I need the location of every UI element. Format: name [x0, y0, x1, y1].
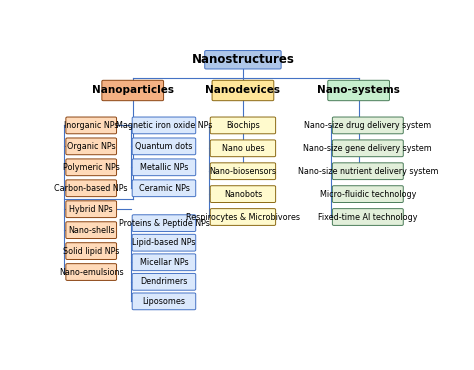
Text: Nano-size drug delivery system: Nano-size drug delivery system — [304, 121, 431, 130]
Text: Nanobots: Nanobots — [224, 189, 262, 199]
Text: Polymeric NPs: Polymeric NPs — [63, 163, 119, 172]
Text: Solid lipid NPs: Solid lipid NPs — [63, 246, 119, 256]
FancyBboxPatch shape — [66, 180, 117, 196]
Text: Micro-fluidic technology: Micro-fluidic technology — [319, 189, 416, 199]
Text: Proteins & Peptide NPs: Proteins & Peptide NPs — [118, 219, 210, 228]
FancyBboxPatch shape — [132, 234, 196, 251]
Text: Respirocytes & Microbivores: Respirocytes & Microbivores — [186, 212, 300, 222]
Text: Ceramic NPs: Ceramic NPs — [138, 184, 190, 193]
FancyBboxPatch shape — [332, 117, 403, 134]
FancyBboxPatch shape — [66, 201, 117, 218]
Text: Nano-systems: Nano-systems — [317, 85, 400, 95]
FancyBboxPatch shape — [66, 138, 117, 155]
Text: Fixed-time AI technology: Fixed-time AI technology — [318, 212, 418, 222]
Text: Nanodevices: Nanodevices — [205, 85, 281, 95]
Text: Biochips: Biochips — [226, 121, 260, 130]
Text: Dendrimers: Dendrimers — [140, 278, 188, 286]
FancyBboxPatch shape — [102, 80, 164, 101]
Text: Hybrid NPs: Hybrid NPs — [69, 205, 113, 214]
Text: Nanoparticles: Nanoparticles — [92, 85, 173, 95]
Text: Nano-biosensors: Nano-biosensors — [210, 167, 276, 176]
Text: Liposomes: Liposomes — [143, 297, 185, 306]
FancyBboxPatch shape — [132, 180, 196, 196]
FancyBboxPatch shape — [132, 138, 196, 155]
FancyBboxPatch shape — [332, 140, 403, 157]
FancyBboxPatch shape — [332, 186, 403, 202]
Text: Micellar NPs: Micellar NPs — [140, 258, 188, 267]
FancyBboxPatch shape — [66, 243, 117, 259]
FancyBboxPatch shape — [132, 254, 196, 270]
Text: Nano-shells: Nano-shells — [68, 226, 115, 235]
FancyBboxPatch shape — [210, 140, 275, 157]
FancyBboxPatch shape — [132, 273, 196, 290]
Text: Lipid-based NPs: Lipid-based NPs — [132, 238, 196, 247]
FancyBboxPatch shape — [210, 117, 275, 134]
FancyBboxPatch shape — [210, 186, 275, 202]
Text: Quantum dots: Quantum dots — [135, 142, 192, 151]
FancyBboxPatch shape — [132, 117, 196, 134]
Text: Magnetic iron oxide NPs: Magnetic iron oxide NPs — [116, 121, 212, 130]
FancyBboxPatch shape — [332, 209, 403, 225]
FancyBboxPatch shape — [66, 264, 117, 280]
Text: Organic NPs: Organic NPs — [67, 142, 116, 151]
FancyBboxPatch shape — [132, 159, 196, 176]
FancyBboxPatch shape — [66, 117, 117, 134]
FancyBboxPatch shape — [205, 51, 281, 69]
FancyBboxPatch shape — [132, 293, 196, 310]
Text: Metallic NPs: Metallic NPs — [140, 163, 188, 172]
Text: Inorganic NPs: Inorganic NPs — [64, 121, 118, 130]
Text: Nano-emulsions: Nano-emulsions — [59, 268, 124, 276]
FancyBboxPatch shape — [210, 209, 275, 225]
FancyBboxPatch shape — [66, 159, 117, 176]
Text: Nano ubes: Nano ubes — [222, 144, 264, 153]
FancyBboxPatch shape — [328, 80, 390, 101]
Text: Nano-size gene delivery system: Nano-size gene delivery system — [303, 144, 432, 153]
FancyBboxPatch shape — [332, 163, 403, 179]
Text: Carbon-based NPs: Carbon-based NPs — [55, 184, 128, 193]
FancyBboxPatch shape — [66, 222, 117, 239]
FancyBboxPatch shape — [210, 163, 275, 179]
FancyBboxPatch shape — [132, 215, 196, 232]
FancyBboxPatch shape — [212, 80, 274, 101]
Text: Nano-size nutrient delivery system: Nano-size nutrient delivery system — [298, 167, 438, 176]
Text: Nanostructures: Nanostructures — [191, 53, 294, 66]
